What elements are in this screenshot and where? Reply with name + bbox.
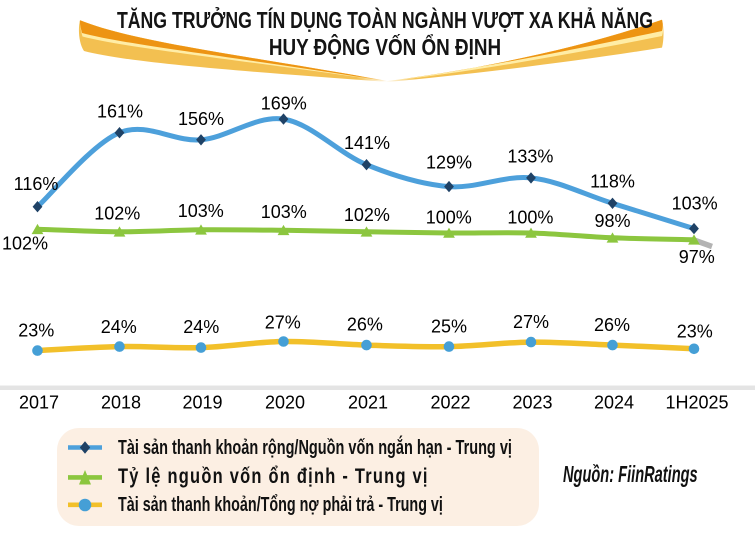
svg-text:103%: 103% [178, 201, 224, 221]
svg-text:2020: 2020 [265, 393, 305, 413]
svg-text:98%: 98% [594, 211, 630, 231]
svg-text:118%: 118% [590, 172, 635, 192]
svg-text:102%: 102% [344, 205, 390, 225]
svg-text:141%: 141% [344, 133, 390, 153]
svg-text:133%: 133% [507, 147, 553, 167]
svg-text:24%: 24% [101, 317, 137, 337]
svg-text:26%: 26% [594, 315, 630, 335]
svg-text:2022: 2022 [430, 393, 470, 413]
svg-text:24%: 24% [183, 317, 219, 337]
svg-text:116%: 116% [14, 174, 59, 194]
svg-text:103%: 103% [672, 194, 718, 214]
svg-text:2019: 2019 [182, 393, 222, 413]
svg-text:169%: 169% [261, 93, 307, 113]
svg-text:1H2025: 1H2025 [665, 393, 728, 413]
svg-text:161%: 161% [97, 101, 143, 121]
svg-text:23%: 23% [677, 321, 713, 341]
svg-text:25%: 25% [431, 317, 467, 337]
svg-text:100%: 100% [426, 208, 472, 228]
svg-text:102%: 102% [2, 234, 48, 254]
svg-text:156%: 156% [178, 109, 224, 129]
svg-text:2018: 2018 [101, 393, 141, 413]
svg-text:103%: 103% [261, 202, 307, 222]
svg-text:2024: 2024 [594, 393, 634, 413]
svg-text:27%: 27% [513, 312, 549, 332]
svg-text:26%: 26% [347, 315, 383, 335]
svg-text:2017: 2017 [19, 393, 59, 413]
svg-text:97%: 97% [679, 247, 715, 267]
svg-text:2021: 2021 [348, 393, 388, 413]
svg-text:2023: 2023 [512, 393, 552, 413]
svg-text:27%: 27% [265, 313, 301, 333]
svg-text:129%: 129% [426, 152, 472, 172]
svg-text:100%: 100% [507, 208, 553, 228]
svg-text:102%: 102% [94, 204, 140, 224]
svg-text:23%: 23% [18, 320, 54, 340]
